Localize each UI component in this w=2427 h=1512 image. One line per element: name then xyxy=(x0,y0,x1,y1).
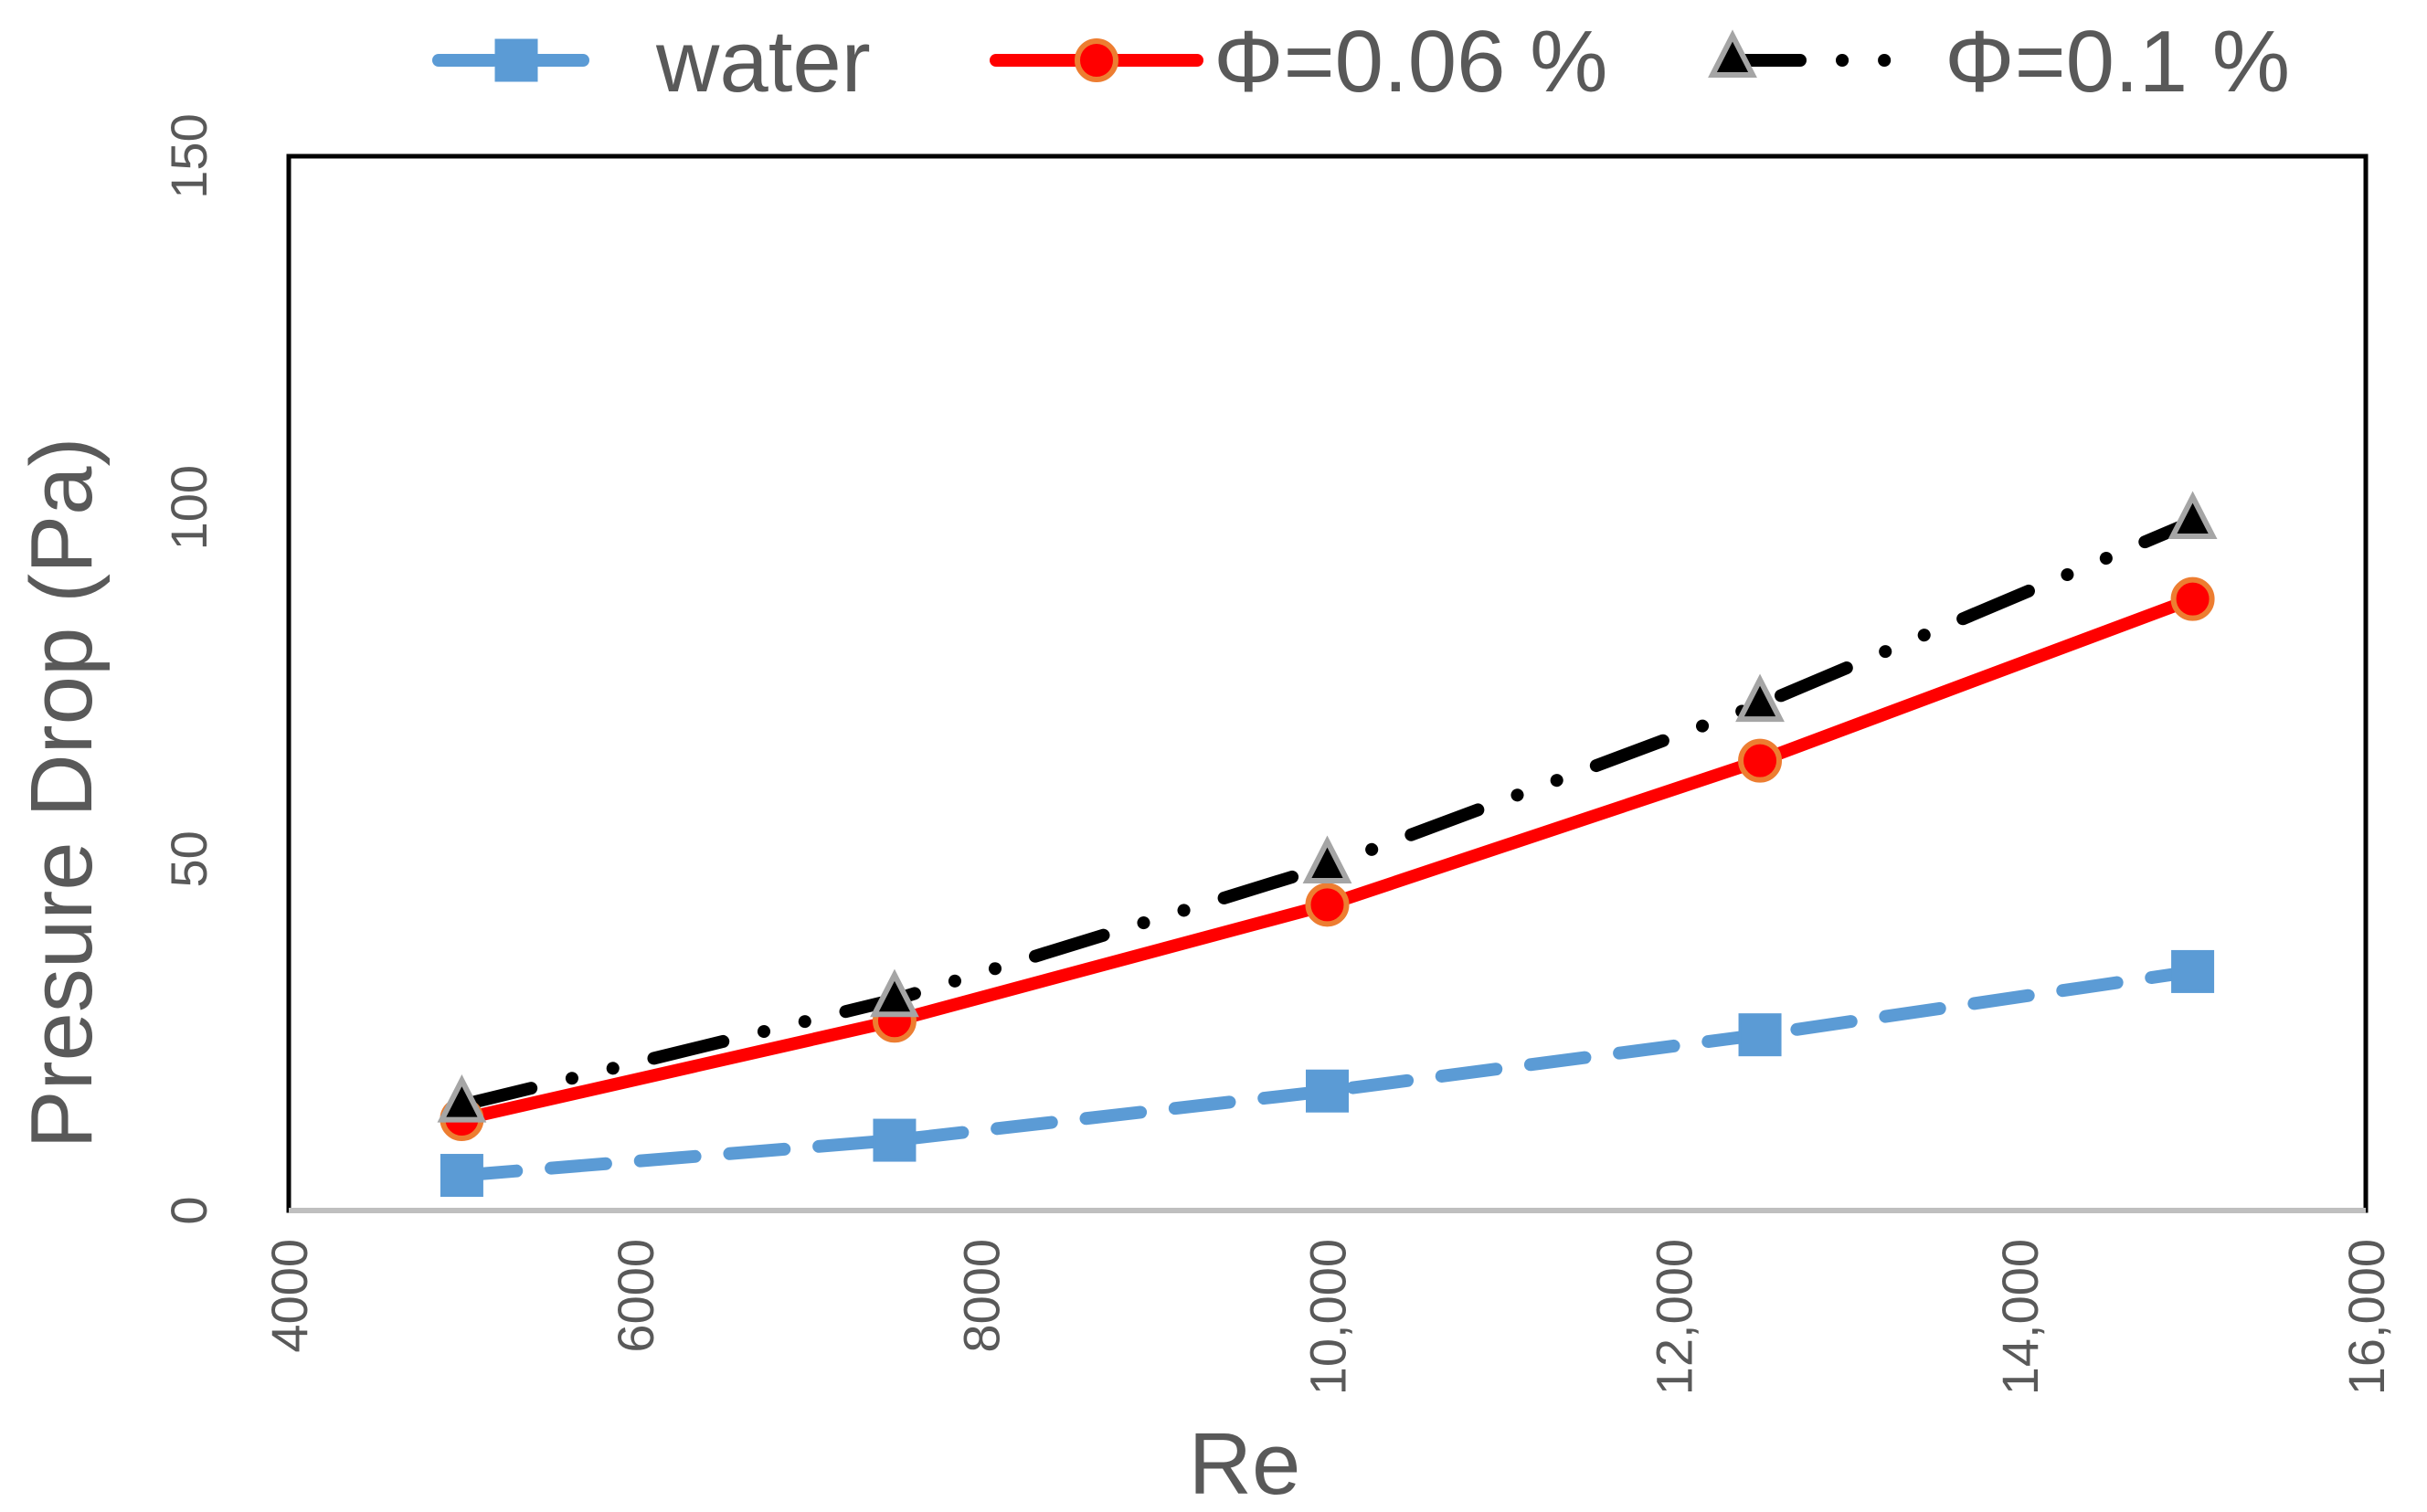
series-markers xyxy=(437,491,2218,1198)
series-3-point xyxy=(870,968,919,1018)
series-2-point xyxy=(2170,576,2215,621)
legend-marker-2 xyxy=(1075,38,1118,82)
x-tick-label: 12,000 xyxy=(1645,1239,1702,1395)
legend-marker-3 xyxy=(1708,29,1757,78)
series-3-point xyxy=(437,1074,487,1123)
legend-label-2: Φ=0.06 % xyxy=(1214,13,1608,111)
x-axis-ticks: 4000 6000 8000 10,000 12,000 14,000 16,000 xyxy=(260,1239,2395,1395)
series-3-point xyxy=(2167,491,2218,540)
series-1-point xyxy=(1306,1069,1349,1113)
y-tick-label: 150 xyxy=(160,113,217,198)
y-tick-label: 0 xyxy=(160,1196,217,1224)
x-tick-label: 4000 xyxy=(260,1239,318,1353)
series-1-point xyxy=(1738,1013,1782,1057)
legend: water Φ=0.06 % Φ=0.1 % xyxy=(432,13,2290,111)
series-line-1 xyxy=(455,965,2199,1182)
x-tick-label: 16,000 xyxy=(2337,1239,2395,1395)
y-axis-title: Presure Drop (Pa) xyxy=(13,438,111,1149)
x-tick-label: 8000 xyxy=(953,1239,1011,1353)
series-1-point xyxy=(2171,949,2215,993)
series-1-point xyxy=(873,1118,917,1162)
x-axis-title: Re xyxy=(1189,1415,1301,1512)
series-1-point xyxy=(440,1154,483,1198)
y-tick-label: 100 xyxy=(160,465,217,550)
x-tick-label: 6000 xyxy=(607,1239,664,1353)
series-2-point xyxy=(1738,738,1783,783)
legend-label-3: Φ=0.1 % xyxy=(1945,13,2290,111)
y-tick-label: 50 xyxy=(160,830,217,887)
legend-marker-1 xyxy=(494,38,538,82)
x-tick-label: 10,000 xyxy=(1299,1239,1357,1395)
series-3-point xyxy=(1302,835,1352,884)
series-line-3 xyxy=(455,515,2199,1112)
plot-area-frame xyxy=(286,153,2369,1213)
x-tick-label: 14,000 xyxy=(1991,1239,2049,1395)
legend-label-1: water xyxy=(655,13,871,111)
y-axis-ticks: 0 50 100 150 xyxy=(160,113,217,1224)
series-2-point xyxy=(1305,883,1350,927)
series-3-point xyxy=(1735,673,1785,723)
